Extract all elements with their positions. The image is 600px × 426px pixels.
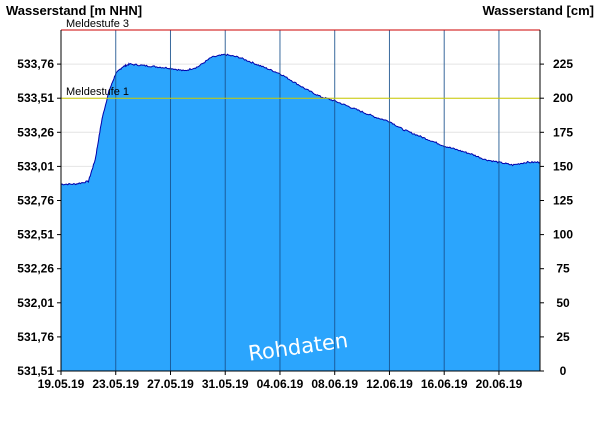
axes	[57, 30, 544, 375]
y-tick-label-right: 50	[556, 296, 570, 310]
y-tick-label-left: 532,01	[17, 296, 54, 310]
y-tick-label-left: 532,76	[17, 194, 54, 208]
y-tick-label-right: 0	[560, 364, 567, 378]
y-tick-label-right: 200	[553, 91, 573, 105]
y-tick-label-left: 531,76	[17, 330, 54, 344]
x-tick-label: 08.06.19	[311, 377, 358, 391]
threshold-lines: Meldestufe 3 Meldestufe 1	[61, 18, 540, 99]
y-tick-label-left: 532,51	[17, 228, 54, 242]
vertical-gridlines	[115, 30, 500, 371]
x-tick-label: 20.06.19	[476, 377, 523, 391]
y-tick-label-left: 531,51	[17, 364, 54, 378]
x-tick-label: 27.05.19	[147, 377, 194, 391]
x-tick-label: 16.06.19	[421, 377, 468, 391]
y-tick-label-right: 150	[553, 159, 573, 173]
y-tick-label-left: 533,26	[17, 125, 54, 139]
threshold-label: Meldestufe 3	[66, 18, 129, 30]
y-tick-label-right: 225	[553, 57, 573, 71]
y-axis-title-left: Wasserstand [m NHN]	[6, 3, 142, 18]
x-tick-label: 31.05.19	[202, 377, 249, 391]
y-tick-label-right: 175	[553, 125, 573, 139]
x-tick-label: 12.06.19	[366, 377, 413, 391]
x-tick-label: 23.05.19	[92, 377, 139, 391]
y-tick-label-left: 533,51	[17, 91, 54, 105]
y-tick-label-left: 533,76	[17, 57, 54, 71]
y-tick-label-right: 75	[556, 262, 570, 276]
y-axis-title-right: Wasserstand [cm]	[483, 3, 595, 18]
series-area	[61, 54, 540, 371]
axis-labels: 19.05.19 23.05.19 27.05.19 31.05.19 04.06.19…	[17, 57, 573, 391]
threshold-label: Meldestufe 1	[66, 86, 129, 98]
x-tick-label: 04.06.19	[257, 377, 304, 391]
y-tick-label-left: 532,26	[17, 262, 54, 276]
y-tick-label-right: 100	[553, 228, 573, 242]
y-tick-label-right: 125	[553, 194, 573, 208]
x-tick-label: 19.05.19	[38, 377, 85, 391]
y-tick-label-right: 25	[556, 330, 570, 344]
y-tick-label-left: 533,01	[17, 159, 54, 173]
